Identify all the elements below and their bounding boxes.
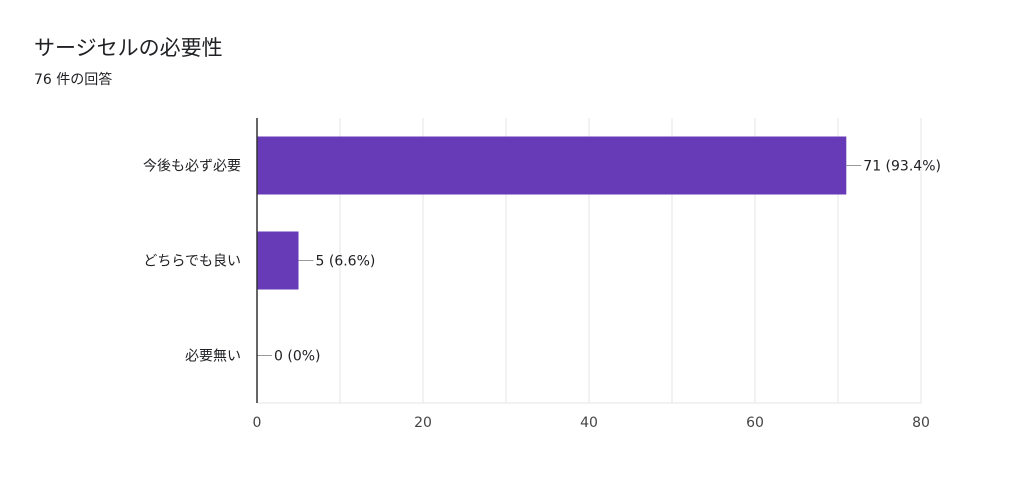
chart-title: サージセルの必要性 [34,36,223,60]
category-label: 必要無い [185,349,241,365]
x-tick-label: 40 [580,415,598,431]
x-tick-label: 60 [746,415,764,431]
bar [257,231,299,290]
response-count: 76 件の回答 [34,72,113,88]
data-label: 0 (0%) [274,349,321,365]
x-tick-label: 0 [253,415,262,431]
x-tick-label: 80 [912,415,930,431]
data-label: 5 (6.6%) [316,254,376,270]
x-tick-label: 20 [414,415,432,431]
category-label: どちらでも良い [143,254,241,270]
category-label: 今後も必ず必要 [143,159,241,175]
data-label: 71 (93.4%) [863,159,941,175]
bar [257,136,847,195]
